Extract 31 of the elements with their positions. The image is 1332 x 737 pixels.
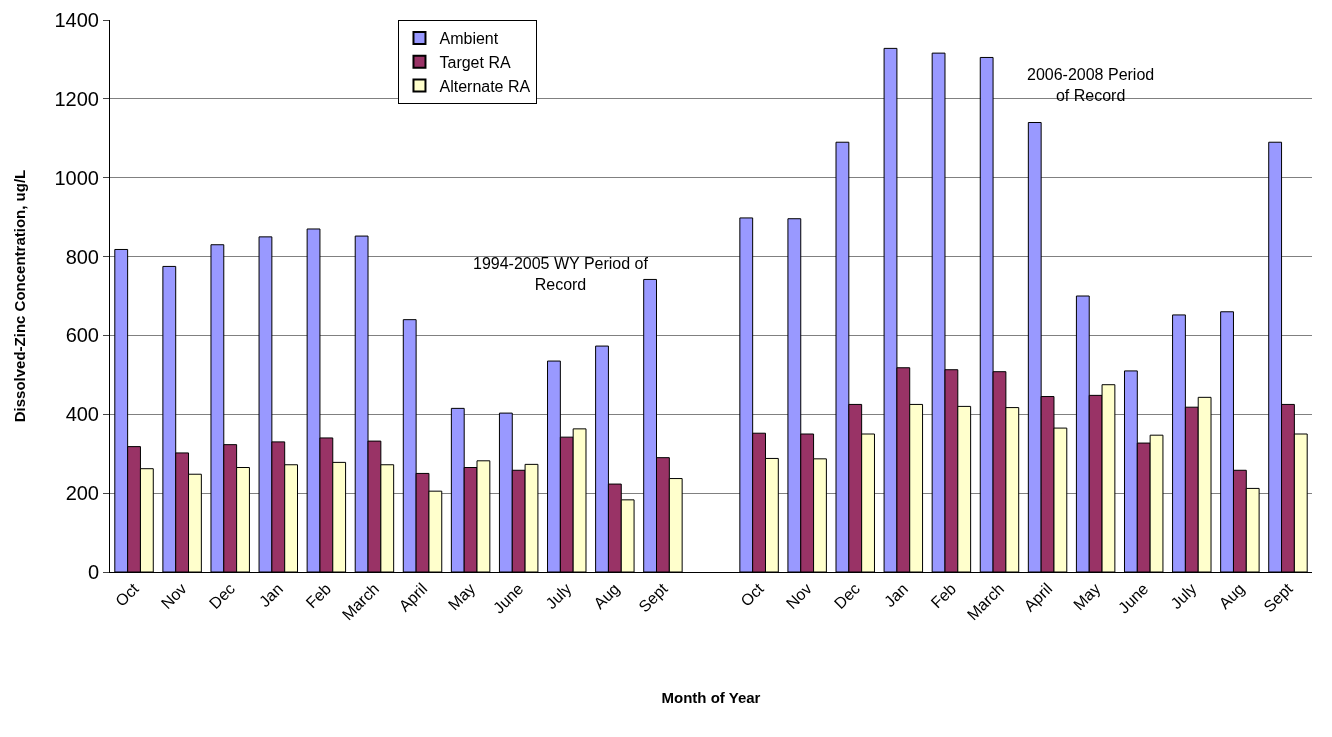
x-tick-label: Oct bbox=[737, 579, 768, 610]
x-tick-label: July bbox=[1167, 579, 1200, 613]
x-tick-label: Jan bbox=[255, 579, 287, 611]
x-tick-label: Nov bbox=[782, 579, 815, 613]
x-tick-label: May bbox=[1070, 579, 1104, 614]
x-tick-label: Aug bbox=[1215, 579, 1248, 613]
x-tick-label: Aug bbox=[590, 579, 623, 613]
x-tick-label: Feb bbox=[302, 579, 335, 612]
x-tick-label: July bbox=[542, 579, 575, 613]
x-tick-label: Dec bbox=[830, 579, 864, 613]
x-tick-label: Jan bbox=[880, 579, 912, 611]
y-tick-label: 400 bbox=[65, 403, 99, 426]
y-tick-label: 0 bbox=[87, 561, 99, 583]
x-tick-label: Oct bbox=[112, 579, 143, 610]
x-axis-title: Month of Year bbox=[661, 689, 761, 707]
x-tick-label: Nov bbox=[157, 579, 190, 613]
legend-label: Target RA bbox=[439, 53, 511, 71]
y-tick-label: 800 bbox=[65, 245, 99, 268]
y-axis-title: Dissolved-Zinc Concentration, ug/L bbox=[10, 169, 28, 423]
y-tick-label: 1000 bbox=[54, 166, 99, 189]
y-tick-label: 200 bbox=[65, 482, 99, 505]
legend-label: Alternate RA bbox=[439, 77, 531, 95]
x-tick-label: Dec bbox=[205, 579, 238, 613]
y-tick-label: 1400 bbox=[54, 9, 99, 31]
x-tick-label: Feb bbox=[927, 579, 960, 612]
legend-label: Ambient bbox=[439, 30, 499, 48]
x-tick-label: May bbox=[444, 579, 479, 614]
annotation: 1994-2005 WY Period of Record bbox=[473, 255, 649, 293]
y-tick-label: 600 bbox=[65, 324, 99, 347]
y-tick-label: 1200 bbox=[54, 87, 99, 110]
annotation: 2006-2008 Period of Record bbox=[1027, 66, 1155, 104]
